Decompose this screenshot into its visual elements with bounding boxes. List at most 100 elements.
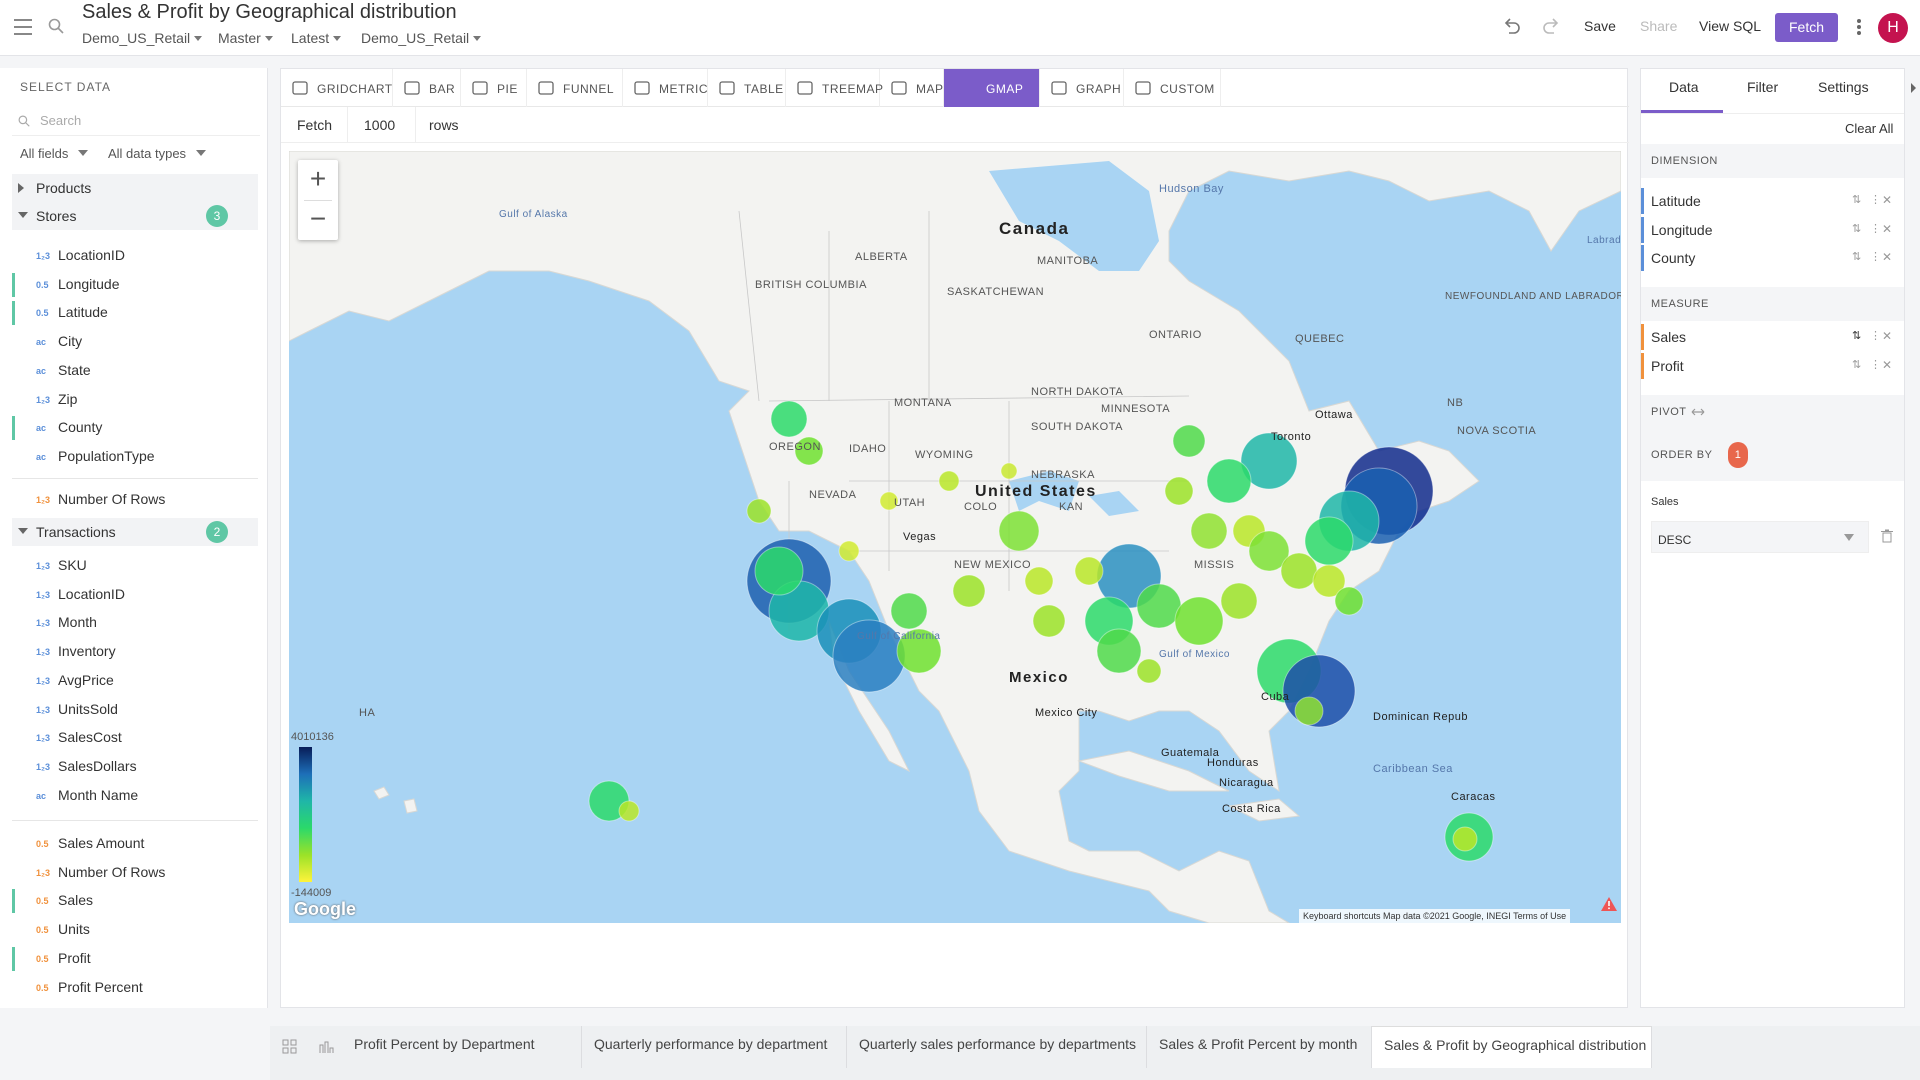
close-icon[interactable]: ✕: [1882, 329, 1893, 343]
sales-bubble-marker[interactable]: [1032, 604, 1066, 638]
collapse-right-icon[interactable]: [1910, 82, 1918, 94]
tab-gmap[interactable]: GMAP: [944, 69, 1040, 107]
sales-bubble-marker[interactable]: [1174, 596, 1224, 646]
field-item[interactable]: a͏c City: [12, 330, 258, 354]
field-number-of-rows[interactable]: 1₂3 Number Of Rows: [12, 488, 258, 512]
sales-bubble-marker[interactable]: [952, 574, 986, 608]
field-item[interactable]: 1₂3 Month: [12, 611, 258, 635]
more-options-icon[interactable]: ⋮: [1870, 358, 1881, 371]
sales-bubble-marker[interactable]: [1096, 628, 1142, 674]
sales-bubble-marker[interactable]: [838, 540, 860, 562]
report-tab[interactable]: Quarterly performance by department: [582, 1026, 847, 1068]
more-options-icon[interactable]: [1856, 17, 1862, 37]
field-item[interactable]: 1₂3 Number Of Rows: [12, 861, 258, 885]
sales-bubble-marker[interactable]: [1248, 530, 1290, 572]
group-stores[interactable]: Stores 3: [12, 202, 258, 230]
report-tab[interactable]: Profit Percent by Department: [342, 1026, 582, 1068]
field-item[interactable]: 1₂3 Zip: [12, 388, 258, 412]
field-item[interactable]: a͏c PopulationType: [12, 445, 258, 469]
field-item[interactable]: 0.5 Sales Amount: [12, 832, 258, 856]
report-tab[interactable]: Sales & Profit by Geographical distribut…: [1372, 1026, 1652, 1068]
sales-bubble-marker[interactable]: [1164, 476, 1194, 506]
sales-bubble-marker[interactable]: [1190, 512, 1228, 550]
sales-bubble-marker[interactable]: [1312, 564, 1346, 598]
sales-bubble-marker[interactable]: [879, 491, 899, 511]
sales-bubble-marker[interactable]: [1136, 583, 1182, 629]
tab-graph[interactable]: GRAPH: [1040, 69, 1124, 107]
all-types-dropdown[interactable]: All data types: [108, 146, 206, 161]
fetch-button[interactable]: Fetch: [1775, 13, 1838, 42]
tab-treemap[interactable]: TREEMAP: [786, 69, 883, 107]
close-icon[interactable]: ✕: [1882, 357, 1893, 372]
sales-bubble-marker[interactable]: [1074, 556, 1104, 586]
tab-bar[interactable]: BAR: [393, 69, 461, 107]
sales-bubble-marker[interactable]: [1304, 516, 1354, 566]
sort-icon[interactable]: ⇅: [1852, 330, 1862, 342]
close-icon[interactable]: ✕: [1882, 193, 1893, 207]
tab-pie[interactable]: PIE: [461, 69, 527, 107]
dimension-item[interactable]: Longitude ⇅ ⋮ ✕: [1641, 215, 1904, 245]
sales-bubble-marker[interactable]: [1294, 696, 1324, 726]
field-item[interactable]: 0.5 Profit Percent: [12, 976, 258, 1000]
dimension-item[interactable]: Latitude ⇅ ⋮ ✕: [1641, 186, 1904, 216]
tab-table[interactable]: TABLE: [708, 69, 786, 107]
save-button[interactable]: Save: [1584, 18, 1616, 34]
sales-bubble-marker[interactable]: [1240, 432, 1298, 490]
search-icon[interactable]: [48, 18, 64, 34]
trash-icon[interactable]: [1881, 529, 1893, 543]
sales-bubble-marker[interactable]: [1136, 658, 1162, 684]
field-item[interactable]: 1₂3 SalesDollars: [12, 755, 258, 779]
version-dropdown[interactable]: Latest: [291, 30, 342, 46]
sales-bubble-marker[interactable]: [890, 592, 928, 630]
sales-bubble-marker[interactable]: [1220, 582, 1258, 620]
view-sql-button[interactable]: View SQL: [1699, 18, 1761, 34]
sales-bubble-marker[interactable]: [770, 400, 808, 438]
undo-icon[interactable]: [1503, 17, 1521, 35]
field-item[interactable]: 1₂3 UnitsSold: [12, 698, 258, 722]
fetch-rows-input[interactable]: 1000: [364, 117, 396, 133]
add-chart-icon[interactable]: [318, 1039, 334, 1055]
pivot-section[interactable]: PIVOT: [1641, 395, 1904, 429]
sales-bubble-marker[interactable]: [754, 546, 804, 596]
field-search-input[interactable]: Search: [12, 106, 260, 136]
zoom-out-button[interactable]: −: [309, 203, 327, 234]
google-map[interactable]: + − Canada Hudson Bay Gulf of Alaska ALBERT…: [289, 151, 1621, 923]
report-tab[interactable]: Quarterly sales performance by departmen…: [847, 1026, 1147, 1068]
more-options-icon[interactable]: ⋮: [1870, 222, 1881, 235]
order-direction-select[interactable]: DESC: [1651, 521, 1869, 553]
sales-bubble-marker[interactable]: [998, 510, 1040, 552]
tab-map[interactable]: MAP: [880, 69, 944, 107]
sort-icon[interactable]: ⇅: [1852, 194, 1862, 206]
tab-custom[interactable]: CUSTOM: [1124, 69, 1221, 107]
field-item[interactable]: 1₂3 LocationID: [12, 244, 258, 268]
dimension-item[interactable]: County ⇅ ⋮ ✕: [1641, 243, 1904, 273]
measure-item[interactable]: Profit ⇅ ⋮ ✕: [1641, 351, 1904, 381]
field-item[interactable]: a͏c State: [12, 359, 258, 383]
share-button[interactable]: Share: [1640, 18, 1678, 34]
sales-bubble-marker[interactable]: [1172, 424, 1206, 458]
dataset-dropdown[interactable]: Demo_US_Retail: [82, 30, 203, 46]
more-options-icon[interactable]: ⋮: [1870, 330, 1881, 342]
group-transactions[interactable]: Transactions 2: [12, 518, 258, 546]
field-item[interactable]: 0.5 Latitude: [12, 301, 258, 326]
grid-view-icon[interactable]: [282, 1039, 298, 1055]
dataset2-dropdown[interactable]: Demo_US_Retail: [361, 30, 482, 46]
all-fields-dropdown[interactable]: All fields: [20, 146, 89, 161]
tab-gridchart[interactable]: GRIDCHART: [281, 69, 393, 107]
sort-icon[interactable]: ⇅: [1852, 251, 1862, 263]
report-tab[interactable]: Sales & Profit Percent by month: [1147, 1026, 1372, 1068]
warning-icon[interactable]: [1601, 897, 1617, 911]
field-item[interactable]: 1₂3 LocationID: [12, 583, 258, 607]
branch-dropdown[interactable]: Master: [218, 30, 273, 46]
close-icon[interactable]: ✕: [1882, 221, 1893, 236]
sales-bubble-marker[interactable]: [1280, 552, 1318, 590]
field-item[interactable]: 1₂3 Inventory: [12, 640, 258, 664]
group-products[interactable]: Products: [12, 174, 258, 202]
hamburger-menu-icon[interactable]: [14, 18, 34, 36]
more-options-icon[interactable]: ⋮: [1870, 251, 1881, 263]
field-item[interactable]: 0.5 Longitude: [12, 272, 258, 297]
sort-icon[interactable]: ⇅: [1852, 358, 1862, 371]
sales-bubble-marker[interactable]: [1206, 458, 1252, 504]
tab-data[interactable]: Data: [1669, 79, 1699, 95]
close-icon[interactable]: ✕: [1882, 250, 1893, 264]
